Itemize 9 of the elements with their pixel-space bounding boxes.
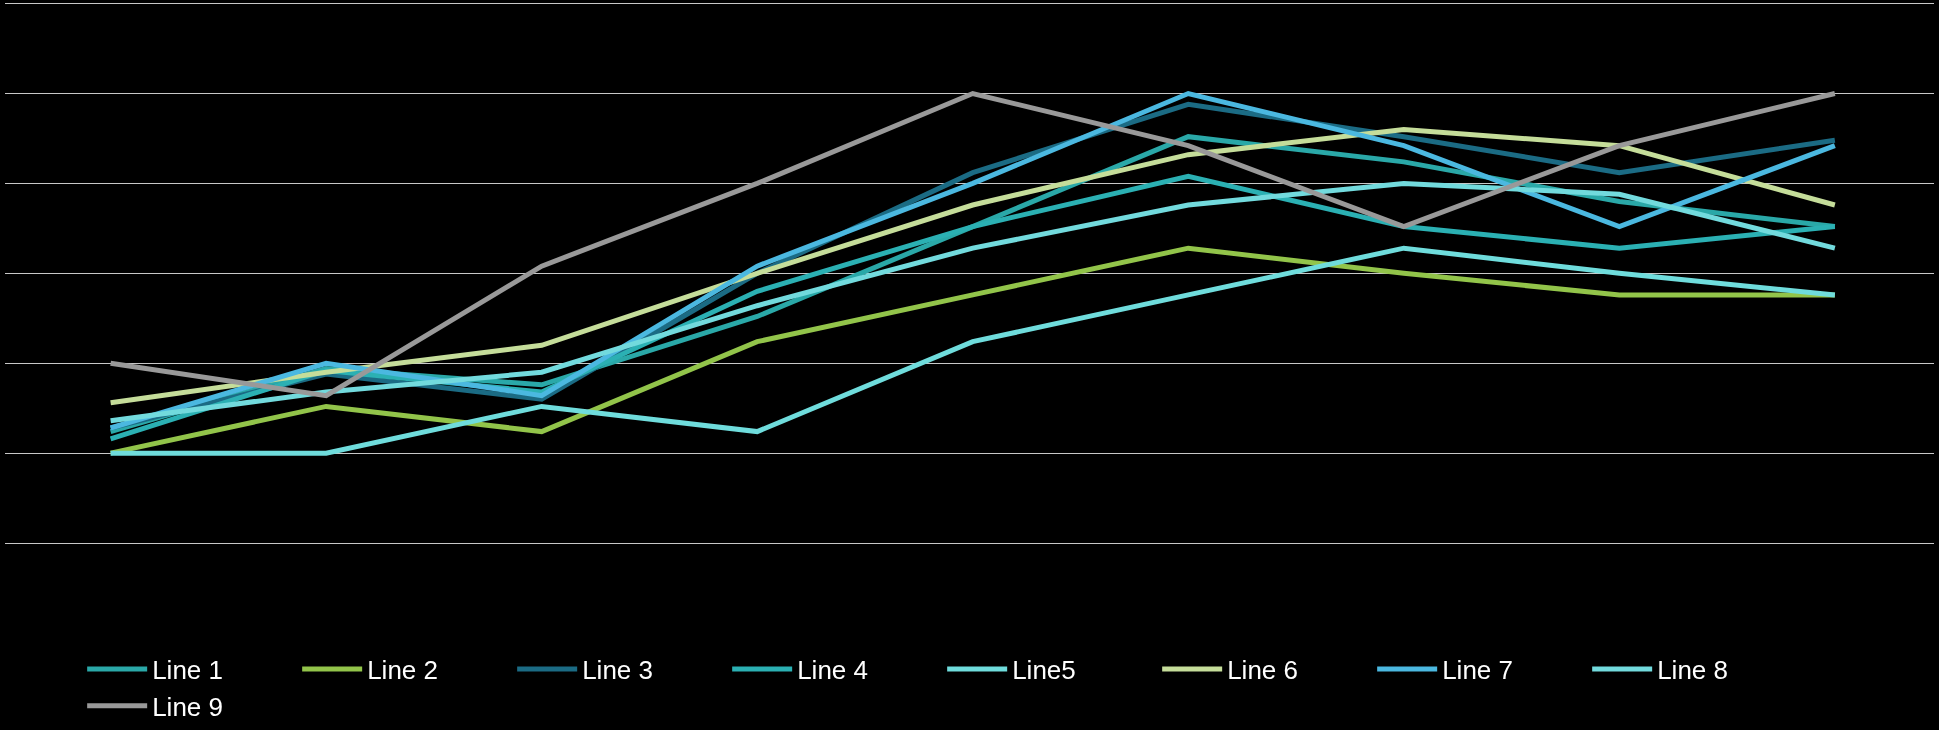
legend-label: Line 7 (1442, 655, 1513, 686)
legend-label: Line 4 (797, 655, 868, 686)
legend-label: Line 8 (1657, 655, 1728, 686)
legend-label: Line 2 (367, 655, 438, 686)
legend-label: Line5 (1012, 655, 1076, 686)
legend-label: Line 1 (152, 655, 223, 686)
legend-label: Line 9 (152, 692, 223, 722)
legend-label: Line 3 (582, 655, 653, 686)
legend-label: Line 6 (1227, 655, 1298, 686)
